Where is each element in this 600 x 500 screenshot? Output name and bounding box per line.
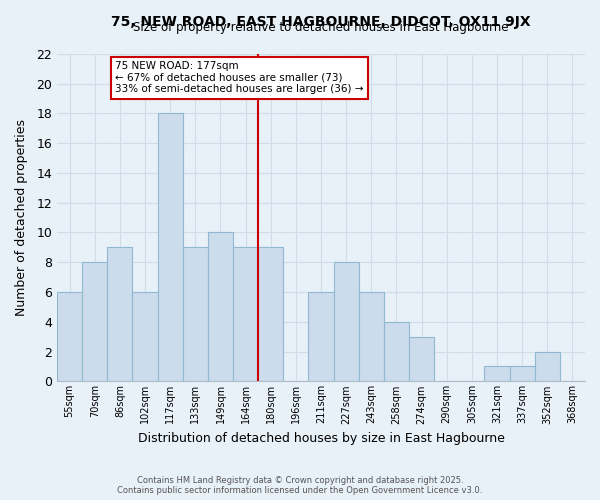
Bar <box>535 352 560 382</box>
Text: Size of property relative to detached houses in East Hagbourne: Size of property relative to detached ho… <box>133 21 509 34</box>
Bar <box>509 366 535 382</box>
Bar <box>384 322 409 382</box>
Text: Contains HM Land Registry data © Crown copyright and database right 2025.
Contai: Contains HM Land Registry data © Crown c… <box>118 476 482 495</box>
Bar <box>107 248 133 382</box>
Bar <box>183 248 208 382</box>
Bar <box>409 336 434 382</box>
X-axis label: Distribution of detached houses by size in East Hagbourne: Distribution of detached houses by size … <box>137 432 505 445</box>
Bar <box>233 248 258 382</box>
Y-axis label: Number of detached properties: Number of detached properties <box>15 119 28 316</box>
Bar <box>334 262 359 382</box>
Bar <box>258 248 283 382</box>
Text: 75 NEW ROAD: 177sqm
← 67% of detached houses are smaller (73)
33% of semi-detach: 75 NEW ROAD: 177sqm ← 67% of detached ho… <box>115 61 364 94</box>
Bar <box>158 114 183 382</box>
Bar <box>82 262 107 382</box>
Bar <box>308 292 334 382</box>
Title: 75, NEW ROAD, EAST HAGBOURNE, DIDCOT, OX11 9JX: 75, NEW ROAD, EAST HAGBOURNE, DIDCOT, OX… <box>111 15 531 29</box>
Bar <box>133 292 158 382</box>
Bar <box>359 292 384 382</box>
Bar <box>484 366 509 382</box>
Bar <box>208 232 233 382</box>
Bar <box>57 292 82 382</box>
